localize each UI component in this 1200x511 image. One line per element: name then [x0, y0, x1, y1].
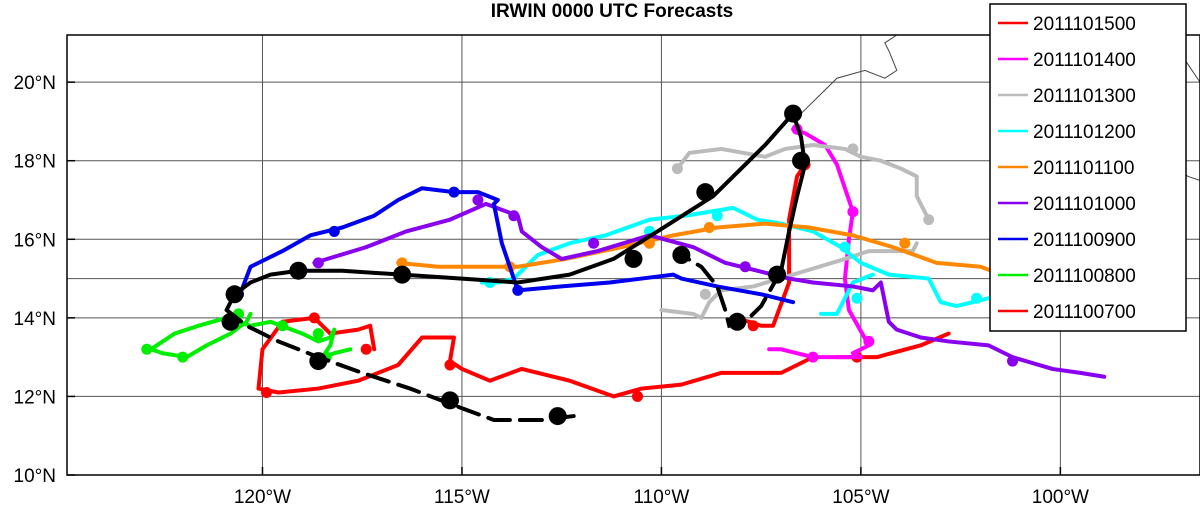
x-tick-label-0: 120°W	[234, 487, 291, 508]
y-tick-label-0: 10°N	[14, 466, 56, 487]
observed-point-4	[225, 285, 244, 304]
series-2011101200-line-1	[819, 272, 875, 316]
legend-label-2011101500: 2011101500	[1033, 14, 1136, 35]
series-2011101300-line-1	[675, 143, 931, 222]
observed-point-8	[672, 246, 691, 264]
y-tick-label-3: 16°N	[14, 230, 56, 251]
series-2011101100-point-3	[703, 222, 715, 233]
series-2011100800-line-1	[148, 311, 253, 360]
series-2011101300-point-0	[671, 163, 683, 175]
series-2011101500-point-2	[444, 359, 456, 371]
series-2011101200-point-1	[711, 210, 723, 222]
legend-label-2011100700: 2011100700	[1033, 302, 1136, 323]
y-tick-label-4: 18°N	[14, 152, 56, 173]
coastline-segment-0	[792, 35, 898, 122]
series-2011100900	[233, 186, 796, 305]
series-2011101000-point-0	[312, 257, 324, 269]
y-tick-label-5: 20°N	[14, 73, 56, 94]
x-tick-label-2: 110°W	[634, 487, 690, 508]
x-tick-label-1: 115°W	[434, 487, 490, 508]
legend-label-2011101300: 2011101300	[1033, 86, 1136, 107]
observed-point-12	[768, 265, 787, 284]
observed-point-13	[728, 312, 747, 331]
series-2011101300-point-3	[699, 288, 711, 300]
legend-label-2011100800: 2011100800	[1033, 266, 1136, 287]
series-2011101300	[659, 143, 935, 320]
series-2011101200-point-3	[851, 292, 863, 304]
y-tick-label-1: 12°N	[14, 387, 56, 408]
series-2011101000-point-1	[472, 194, 484, 206]
series-2011101500-point-3	[260, 387, 272, 398]
series-2011100800-point-1	[177, 351, 189, 363]
series-2011101500-point-6	[747, 320, 759, 332]
legend-label-2011101000: 2011101000	[1033, 194, 1136, 215]
series-2011101300-point-1	[847, 143, 859, 155]
observed-point-2	[309, 352, 328, 371]
legend-label-2011101400: 2011101400	[1033, 50, 1136, 71]
observed-track-dashed-start	[224, 308, 576, 422]
series-2011101500-line-2	[719, 355, 816, 375]
series-2011100900-line-0	[236, 186, 796, 305]
series-2011101500-point-4	[308, 312, 320, 324]
series-2011101000-point-4	[739, 261, 751, 273]
series-2011101000-point-5	[1006, 355, 1018, 367]
series-2011100800-point-3	[276, 320, 288, 332]
y-tick-label-2: 14°N	[14, 309, 56, 330]
series-2011101400-line-0	[767, 343, 871, 360]
series-2011101500-point-1	[631, 390, 643, 402]
series-2011101400-point-2	[847, 206, 859, 218]
series-2011101500-point-5	[360, 343, 372, 355]
observed-track	[221, 104, 811, 426]
series-2011101000-point-2	[508, 210, 520, 222]
series-2011101500-line-3	[256, 315, 724, 399]
chart-title: IRWIN 0000 UTC Forecasts	[491, 1, 734, 22]
series-2011100800-point-0	[141, 343, 153, 355]
observed-track-dashed-end	[679, 253, 784, 329]
observed-point-1	[440, 391, 459, 410]
series-2011101200-point-4	[971, 292, 983, 304]
legend-label-2011100900: 2011100900	[1033, 230, 1136, 251]
observed-point-6	[393, 265, 412, 284]
legend-label-2011101100: 2011101100	[1033, 158, 1134, 179]
series-2011101000-point-3	[588, 237, 600, 249]
series-2011101200-point-2	[839, 241, 851, 253]
series-2011101400-point-1	[863, 335, 875, 347]
legend-label-2011101200: 2011101200	[1033, 122, 1136, 143]
observed-point-7	[624, 249, 643, 268]
axis-ticks: 120°W 115°W 110°W 105°W 100°W 10°N 12°N 14°N 16°…	[14, 73, 1090, 508]
observed-point-3	[221, 312, 240, 331]
x-tick-label-4: 100°W	[1032, 487, 1089, 508]
plot-frame	[66, 34, 1200, 476]
legend: 2011101500 2011101400 2011101300 2011101200…	[989, 3, 1187, 332]
observed-point-0	[548, 407, 567, 426]
series-2011101400-point-0	[807, 351, 819, 363]
series-2011100900-point-3	[512, 284, 524, 296]
series-2011100900-point-1	[328, 225, 340, 237]
series-2011101300-line-0	[659, 241, 919, 320]
series-2011101100-point-0	[396, 257, 408, 269]
x-tick-label-3: 105°W	[832, 487, 889, 508]
observed-point-5	[289, 261, 308, 280]
series-2011100900-point-2	[448, 186, 460, 198]
observed-point-11	[792, 151, 811, 170]
observed-point-10	[784, 104, 803, 123]
observed-point-9	[696, 183, 715, 202]
series-2011100800-point-4	[312, 328, 324, 340]
series-2011101100-point-4	[899, 237, 911, 249]
series-2011101300-point-2	[923, 214, 935, 226]
